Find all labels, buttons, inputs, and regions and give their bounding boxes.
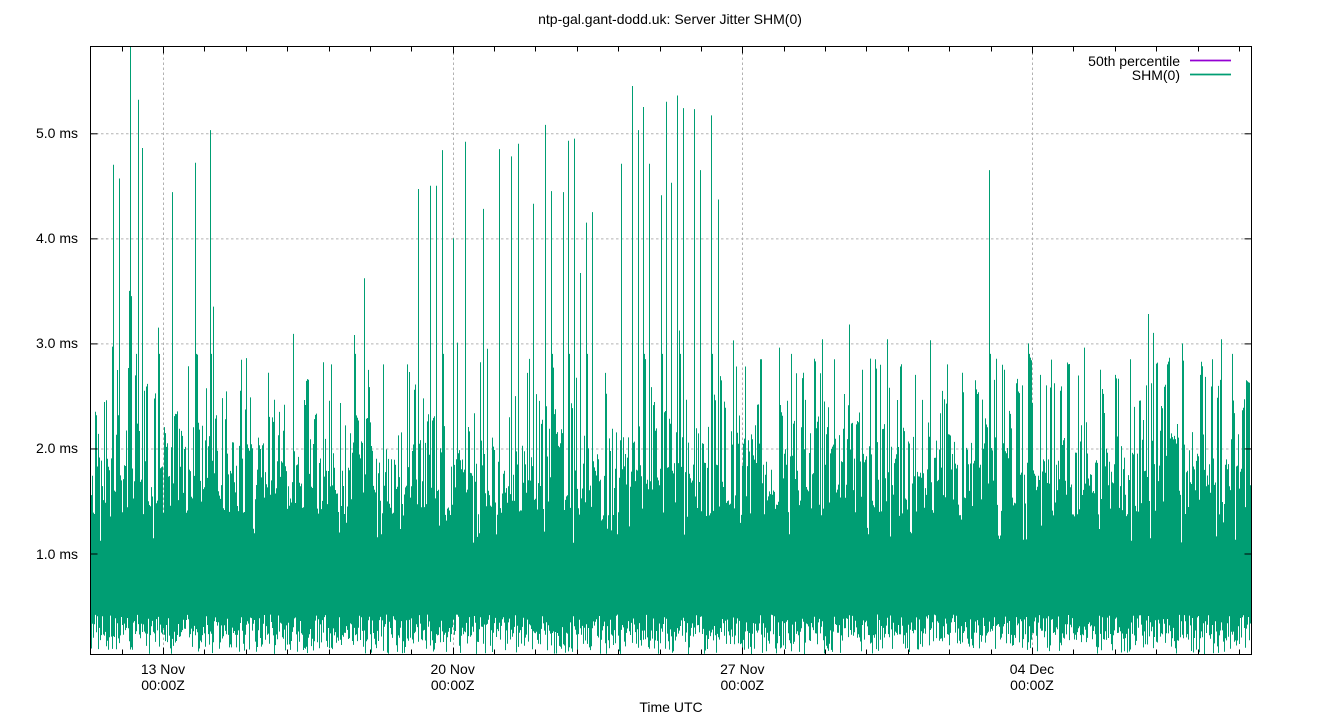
x-tick-label: 20 Nov 00:00Z — [430, 661, 475, 693]
x-tick-label: 27 Nov 00:00Z — [720, 661, 765, 693]
x-axis-title: Time UTC — [639, 699, 703, 715]
y-tick-label: 1.0 ms — [35, 545, 78, 562]
legend-label-50th-percentile: 50th percentile — [1088, 52, 1180, 69]
chart-title: ntp-gal.gant-dodd.uk: Server Jitter SHM(… — [538, 11, 802, 27]
shm0-series — [91, 46, 1252, 655]
y-tick-label: 3.0 ms — [35, 335, 78, 352]
y-tick-label: 5.0 ms — [35, 125, 78, 142]
legend-label-shm0: SHM(0) — [1131, 66, 1180, 83]
x-tick-label: 04 Dec 00:00Z — [1009, 661, 1055, 693]
x-tick-label: 13 Nov 00:00Z — [140, 661, 186, 693]
y-tick-label: 4.0 ms — [35, 230, 78, 247]
y-tick-label: 2.0 ms — [35, 440, 78, 457]
